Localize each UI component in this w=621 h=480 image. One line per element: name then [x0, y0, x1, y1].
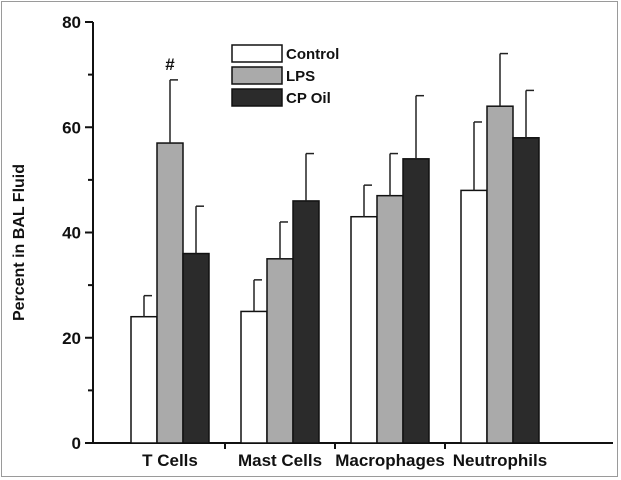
- x-tick-label: Macrophages: [335, 451, 445, 470]
- legend-swatch-lps: [231, 66, 283, 85]
- y-tick-label: 0: [72, 434, 81, 453]
- bar-control: [460, 189, 488, 444]
- y-tick-label: 40: [62, 224, 81, 243]
- bar-control: [240, 310, 268, 444]
- error-bars: [143, 52, 534, 317]
- x-tick-label: T Cells: [142, 451, 198, 470]
- bar-lps: [266, 258, 294, 444]
- legend: Control LPS CP Oil: [231, 44, 339, 107]
- bars: [130, 105, 540, 444]
- y-tick-label: 80: [62, 13, 81, 32]
- bar-control: [350, 215, 378, 444]
- bar-cp-oil: [402, 158, 430, 444]
- bar-control: [130, 315, 158, 444]
- legend-swatch-control: [231, 44, 283, 63]
- bar-lps: [376, 194, 404, 444]
- bar-cp-oil: [182, 252, 210, 444]
- legend-label: LPS: [286, 68, 315, 85]
- y-tick-label: 60: [62, 118, 81, 137]
- bar-lps: [156, 142, 184, 444]
- significance-marker: #: [165, 55, 175, 74]
- x-tick-label: Mast Cells: [238, 451, 322, 470]
- bar-cp-oil: [512, 137, 540, 444]
- legend-swatch-cp-oil: [231, 88, 283, 107]
- bar-cp-oil: [292, 200, 320, 444]
- bar-lps: [486, 105, 514, 444]
- y-tick-label: 20: [62, 329, 81, 348]
- legend-label: Control: [286, 46, 339, 63]
- y-axis-title: Percent in BAL Fluid: [11, 164, 28, 321]
- x-tick-label: Neutrophils: [453, 451, 547, 470]
- legend-label: CP Oil: [286, 90, 331, 107]
